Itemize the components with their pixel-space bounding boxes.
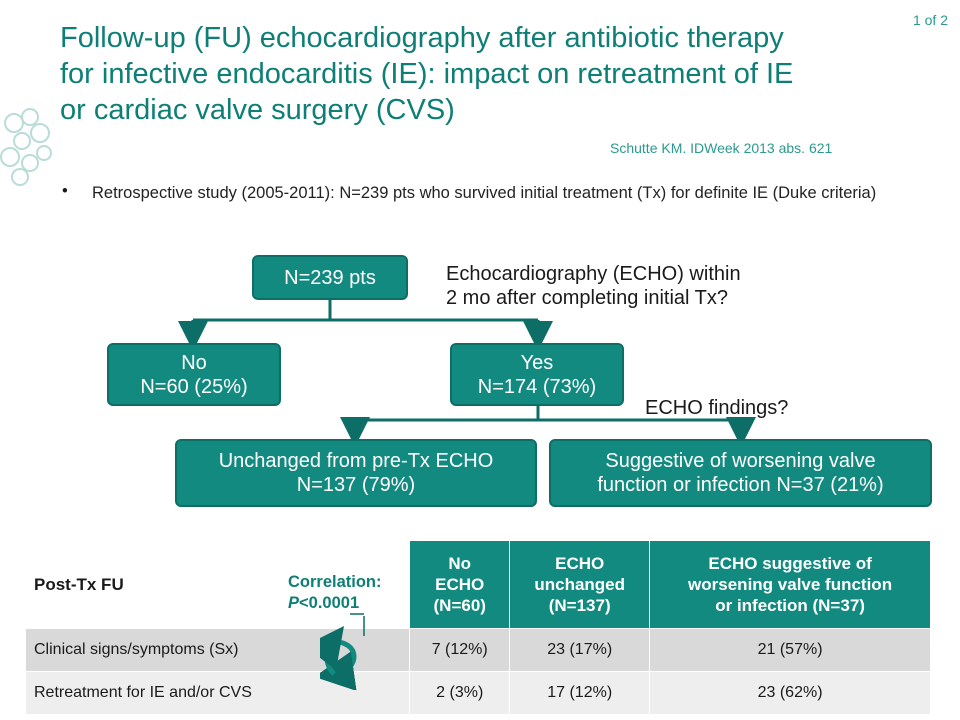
table-corner-label: Post-Tx FU (26, 540, 410, 629)
no-echo-box: No N=60 (25%) (107, 343, 281, 406)
worsening-count: function or infection N=37 (21%) (597, 474, 884, 496)
worsening-box: Suggestive of worsening valve function o… (549, 439, 932, 507)
table-row: Retreatment for IE and/or CVS 2 (3%) 17 … (26, 671, 931, 715)
yes-label: Yes (520, 351, 554, 374)
flow-connectors (178, 300, 756, 447)
slide-title: Follow-up (FU) echocardiography after an… (60, 22, 794, 126)
yes-count: N=174 (73%) (477, 375, 597, 398)
question-echo-findings: ECHO findings? (645, 397, 789, 419)
unchanged-box: Unchanged from pre-Tx ECHO N=137 (79%) (175, 439, 537, 507)
header-line: (N=60) (433, 596, 486, 615)
yes-echo-box: Yes N=174 (73%) (450, 343, 624, 406)
table-cell: 7 (12%) (409, 628, 511, 672)
table-cell: 21 (57%) (649, 628, 931, 672)
table-cell: 23 (62%) (649, 671, 931, 715)
header-no-echo: No ECHO (N=60) (409, 540, 511, 629)
unchanged-count: N=137 (79%) (296, 474, 416, 496)
correlation-label: Correlation: (288, 573, 382, 591)
bullet-marker: • (62, 182, 68, 200)
header-line: or infection (N=37) (715, 596, 865, 615)
header-line: worsening valve function (688, 575, 893, 594)
page-number: 1 of 2 (912, 12, 948, 28)
correlation-note: Correlation: P<0.0001 (288, 572, 382, 614)
question1-line2: 2 mo after completing initial Tx? (446, 287, 728, 309)
header-line: No (448, 554, 472, 573)
correlation-arrow-icon (320, 613, 365, 690)
table-cell: 17 (12%) (509, 671, 651, 715)
no-count: N=60 (25%) (140, 375, 248, 398)
root-box: N=239 pts (252, 255, 408, 300)
table-cell: 23 (17%) (509, 628, 651, 672)
bullet-text: Retrospective study (2005-2011): N=239 p… (92, 184, 877, 202)
question-echo-within-2mo: Echocardiography (ECHO) within 2 mo afte… (446, 262, 741, 310)
molecule-decoration-icon (0, 108, 52, 186)
header-line: ECHO (555, 554, 605, 573)
worsening-label: Suggestive of worsening valve (605, 450, 876, 472)
header-line: unchanged (534, 575, 626, 594)
table-row: Clinical signs/symptoms (Sx) 7 (12%) 23 … (26, 628, 931, 672)
p-symbol: P (288, 594, 300, 612)
results-table: Post-Tx FU No ECHO (N=60) ECHO unchanged… (26, 540, 931, 715)
header-echo-unchanged: ECHO unchanged (N=137) (509, 540, 651, 629)
header-line: (N=137) (548, 596, 611, 615)
question1-line1: Echocardiography (ECHO) within (446, 263, 741, 285)
no-label: No (181, 351, 207, 374)
citation: Schutte KM. IDWeek 2013 abs. 621 (610, 140, 833, 156)
header-line: ECHO (435, 575, 485, 594)
table-cell: 2 (3%) (409, 671, 511, 715)
correlation-pvalue: P<0.0001 (288, 593, 382, 614)
unchanged-label: Unchanged from pre-Tx ECHO (218, 450, 494, 472)
header-echo-worsening: ECHO suggestive of worsening valve funct… (649, 540, 931, 629)
header-line: ECHO suggestive of (708, 554, 872, 573)
table-header-row: Post-Tx FU No ECHO (N=60) ECHO unchanged… (26, 540, 931, 629)
root-label: N=239 pts (284, 266, 376, 289)
row-label: Clinical signs/symptoms (Sx) (26, 628, 411, 672)
p-value: <0.0001 (299, 594, 360, 612)
